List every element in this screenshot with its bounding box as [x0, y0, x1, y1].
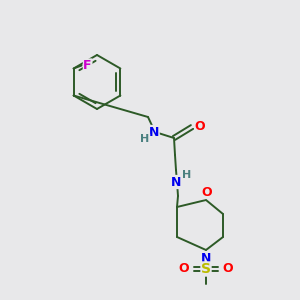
Text: O: O [202, 185, 212, 199]
Text: S: S [201, 262, 211, 276]
Text: N: N [171, 176, 181, 188]
Text: O: O [179, 262, 189, 275]
Text: N: N [149, 125, 159, 139]
Text: O: O [195, 119, 205, 133]
Text: H: H [140, 134, 150, 144]
Text: N: N [201, 251, 211, 265]
Text: H: H [182, 170, 192, 180]
Text: F: F [83, 59, 92, 72]
Text: O: O [223, 262, 233, 275]
